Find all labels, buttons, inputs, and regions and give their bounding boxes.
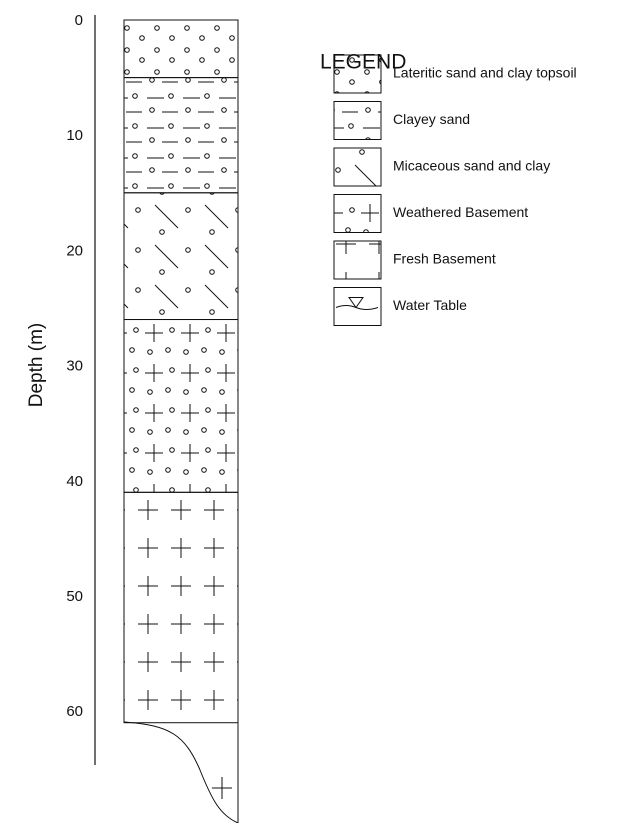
y-tick-label: 20: [66, 242, 83, 259]
legend-swatch: [333, 54, 382, 94]
legend-swatch: [333, 101, 382, 140]
water-table-symbol: [335, 297, 379, 310]
axis-label: Depth (m): [26, 323, 47, 407]
y-tick-label: 60: [66, 703, 83, 720]
legend-label: Water Table: [393, 297, 467, 313]
layer: [123, 192, 239, 321]
y-tick-label: 50: [66, 588, 83, 605]
legend-swatch: [333, 287, 382, 326]
legend-label: Fresh Basement: [393, 251, 496, 267]
legend-swatch: [333, 147, 382, 187]
layer: [123, 491, 239, 724]
base-symbol: [212, 777, 232, 799]
legend-swatch: [333, 194, 382, 233]
column-base: [123, 721, 239, 824]
legend-label: Clayey sand: [393, 111, 470, 127]
y-tick-label: 30: [66, 358, 83, 375]
y-tick-label: 40: [66, 473, 83, 490]
layer: [123, 19, 239, 79]
legend-label: Lateritic sand and clay topsoil: [393, 65, 577, 81]
layer: [123, 319, 239, 493]
legend-label: Weathered Basement: [393, 204, 528, 220]
y-tick-label: 10: [66, 127, 83, 144]
legend-swatch: [333, 240, 382, 280]
layer: [123, 77, 239, 194]
legend-label: Micaceous sand and clay: [393, 158, 550, 174]
y-tick-label: 0: [75, 12, 83, 29]
